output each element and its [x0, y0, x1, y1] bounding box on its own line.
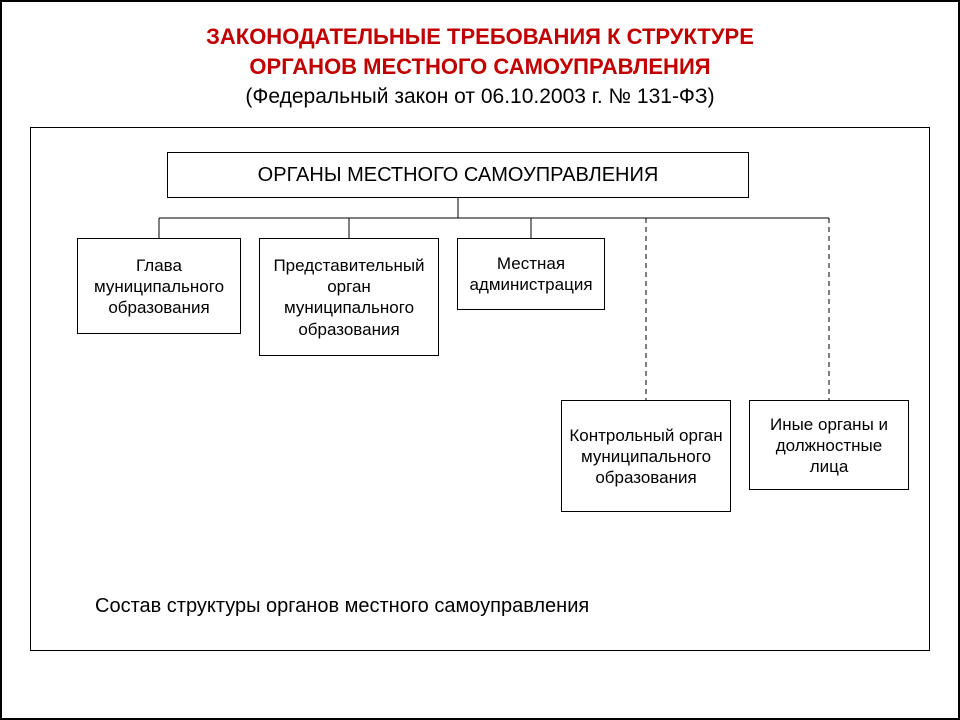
outer-frame: ЗАКОНОДАТЕЛЬНЫЕ ТРЕБОВАНИЯ К СТРУКТУРЕ О… [0, 0, 960, 720]
root-node-label: ОРГАНЫ МЕСТНОГО САМОУПРАВЛЕНИЯ [258, 163, 659, 188]
diagram-caption: Состав структуры органов местного самоуп… [95, 595, 589, 618]
title-line1: ЗАКОНОДАТЕЛЬНЫЕ ТРЕБОВАНИЯ К СТРУКТУРЕ [30, 22, 930, 52]
node-head-of-municipality: Глава муниципального образования [77, 238, 241, 334]
node-other-bodies: Иные органы и должностные лица [749, 400, 909, 490]
node-label: Местная администрация [464, 253, 598, 296]
title-line2: ОРГАНОВ МЕСТНОГО САМОУПРАВЛЕНИЯ [30, 52, 930, 82]
node-label: Иные органы и должностные лица [756, 414, 902, 478]
root-node: ОРГАНЫ МЕСТНОГО САМОУПРАВЛЕНИЯ [167, 152, 749, 198]
node-control-body: Контрольный орган муниципального образов… [561, 400, 731, 512]
node-label: Представительный орган муниципального об… [266, 255, 432, 340]
node-local-administration: Местная администрация [457, 238, 605, 310]
node-label: Контрольный орган муниципального образов… [568, 425, 724, 489]
diagram-frame: ОРГАНЫ МЕСТНОГО САМОУПРАВЛЕНИЯ Глава мун… [30, 127, 930, 651]
title-subtitle: (Федеральный закон от 06.10.2003 г. № 13… [30, 85, 930, 109]
title-block: ЗАКОНОДАТЕЛЬНЫЕ ТРЕБОВАНИЯ К СТРУКТУРЕ О… [30, 22, 930, 109]
node-label: Глава муниципального образования [84, 255, 234, 319]
node-representative-body: Представительный орган муниципального об… [259, 238, 439, 356]
connector-layer [31, 128, 929, 650]
